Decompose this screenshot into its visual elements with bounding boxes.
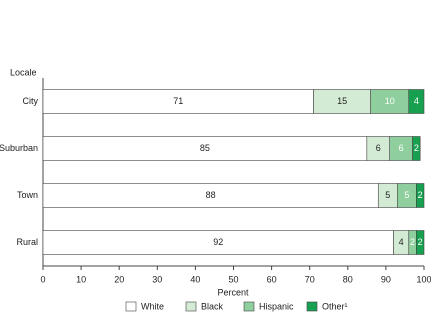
x-tick-label: 0 [40, 274, 45, 284]
x-tick-label: 50 [228, 274, 238, 284]
y-tick-label: Suburban [0, 143, 38, 153]
value-label: 10 [385, 96, 395, 106]
x-tick-label: 70 [305, 274, 315, 284]
x-tick-label: 30 [152, 274, 162, 284]
value-label: 2 [418, 190, 423, 200]
value-label: 4 [414, 96, 419, 106]
value-label: 5 [385, 190, 390, 200]
x-tick-label: 90 [381, 274, 391, 284]
value-label: 71 [173, 96, 183, 106]
legend-label: Black [201, 301, 224, 311]
bar-segment [42, 89, 314, 114]
value-label: 2 [418, 237, 423, 247]
value-label: 6 [376, 143, 381, 153]
bar-segment [408, 89, 425, 114]
value-label: 2 [414, 143, 419, 153]
value-label: 85 [200, 143, 210, 153]
value-label: 4 [399, 237, 404, 247]
y-tick-label: Rural [16, 237, 38, 247]
value-label: 88 [206, 190, 216, 200]
y-axis-title: Locale [10, 67, 37, 77]
bar-segment [416, 230, 425, 255]
x-tick-label: 100 [416, 274, 431, 284]
bar-segment [42, 136, 368, 161]
x-tick-label: 20 [114, 274, 124, 284]
value-label: 15 [337, 96, 347, 106]
value-label: 5 [404, 190, 409, 200]
bar-segment [416, 183, 425, 208]
y-tick-label: Town [17, 190, 38, 200]
legend-swatch [306, 301, 318, 312]
legend-label: White [141, 301, 164, 311]
bar-segment [370, 89, 410, 114]
legend-label: Hispanic [259, 301, 294, 311]
value-label: 2 [410, 237, 415, 247]
legend-swatch [125, 301, 137, 312]
x-tick-label: 10 [76, 274, 86, 284]
x-tick-label: 40 [190, 274, 200, 284]
legend-label: Other¹ [322, 301, 348, 311]
x-tick-label: 80 [343, 274, 353, 284]
bar-segment [313, 89, 371, 114]
legend-swatch [243, 301, 255, 312]
value-label: 92 [213, 237, 223, 247]
x-tick-label: 60 [267, 274, 277, 284]
legend-swatch [185, 301, 197, 312]
y-tick-label: City [23, 96, 39, 106]
x-axis-title: Percent [217, 287, 249, 297]
bar-segment [42, 183, 379, 208]
bar-segment [412, 136, 421, 161]
bar-segment [42, 230, 394, 255]
value-label: 6 [399, 143, 404, 153]
